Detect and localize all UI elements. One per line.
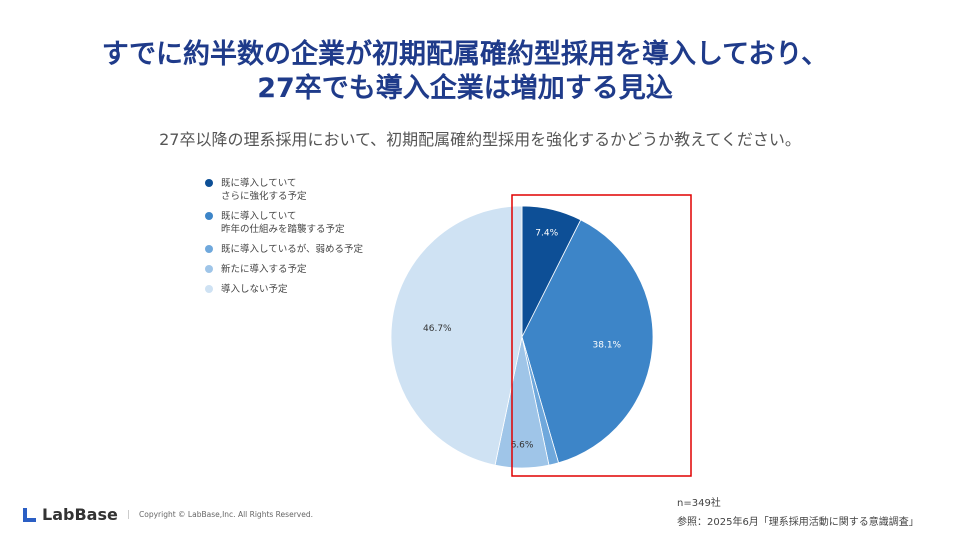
pie-slice	[521, 219, 654, 464]
source-note: 参照：2025年6月「理系採用活動に関する意識調査」	[677, 517, 919, 528]
legend-label: 既に導入していて 昨年の仕組みを踏襲する予定	[221, 211, 345, 235]
data-label: 7.4%	[535, 228, 558, 238]
chart-legend: 既に導入していて さらに強化する予定既に導入していて 昨年の仕組みを踏襲する予定既に…	[205, 177, 363, 303]
subtitle: 27卒以降の理系採用において、初期配属確約型採用を強化するかどうか教えてください…	[159, 130, 801, 149]
legend-label: 新たに導入する予定	[221, 264, 307, 275]
legend-label: 既に導入しているが、弱める予定	[221, 244, 364, 255]
title-line-2: 27卒でも導入企業は増加する見込	[257, 73, 673, 104]
pie-slice	[390, 205, 523, 466]
legend-item: 新たに導入する予定	[205, 263, 363, 276]
copyright: Copyright © LabBase,Inc. All Rights Rese…	[128, 510, 313, 519]
legend-swatch	[205, 265, 213, 273]
legend-item: 既に導入していて さらに強化する予定	[205, 177, 363, 203]
legend-item: 導入しない予定	[205, 283, 363, 296]
legend-swatch	[205, 179, 213, 187]
logo-text: LabBase	[42, 505, 118, 524]
sample-size: n=349社	[677, 498, 721, 509]
data-label: 38.1%	[593, 341, 622, 351]
legend-swatch	[205, 245, 213, 253]
title-line-1: すでに約半数の企業が初期配属確約型採用を導入しており、	[101, 39, 829, 70]
data-label: 6.6%	[511, 440, 534, 450]
legend-item: 既に導入していて 昨年の仕組みを踏襲する予定	[205, 210, 363, 236]
legend-swatch	[205, 285, 213, 293]
legend-label: 導入しない予定	[221, 284, 288, 295]
data-label: 46.7%	[423, 324, 452, 334]
legend-swatch	[205, 212, 213, 220]
legend-item: 既に導入しているが、弱める予定	[205, 243, 363, 256]
legend-label: 既に導入していて さらに強化する予定	[221, 178, 307, 202]
highlight-box	[511, 194, 692, 477]
logo-icon	[23, 507, 36, 522]
labbase-logo: LabBase	[22, 505, 118, 524]
